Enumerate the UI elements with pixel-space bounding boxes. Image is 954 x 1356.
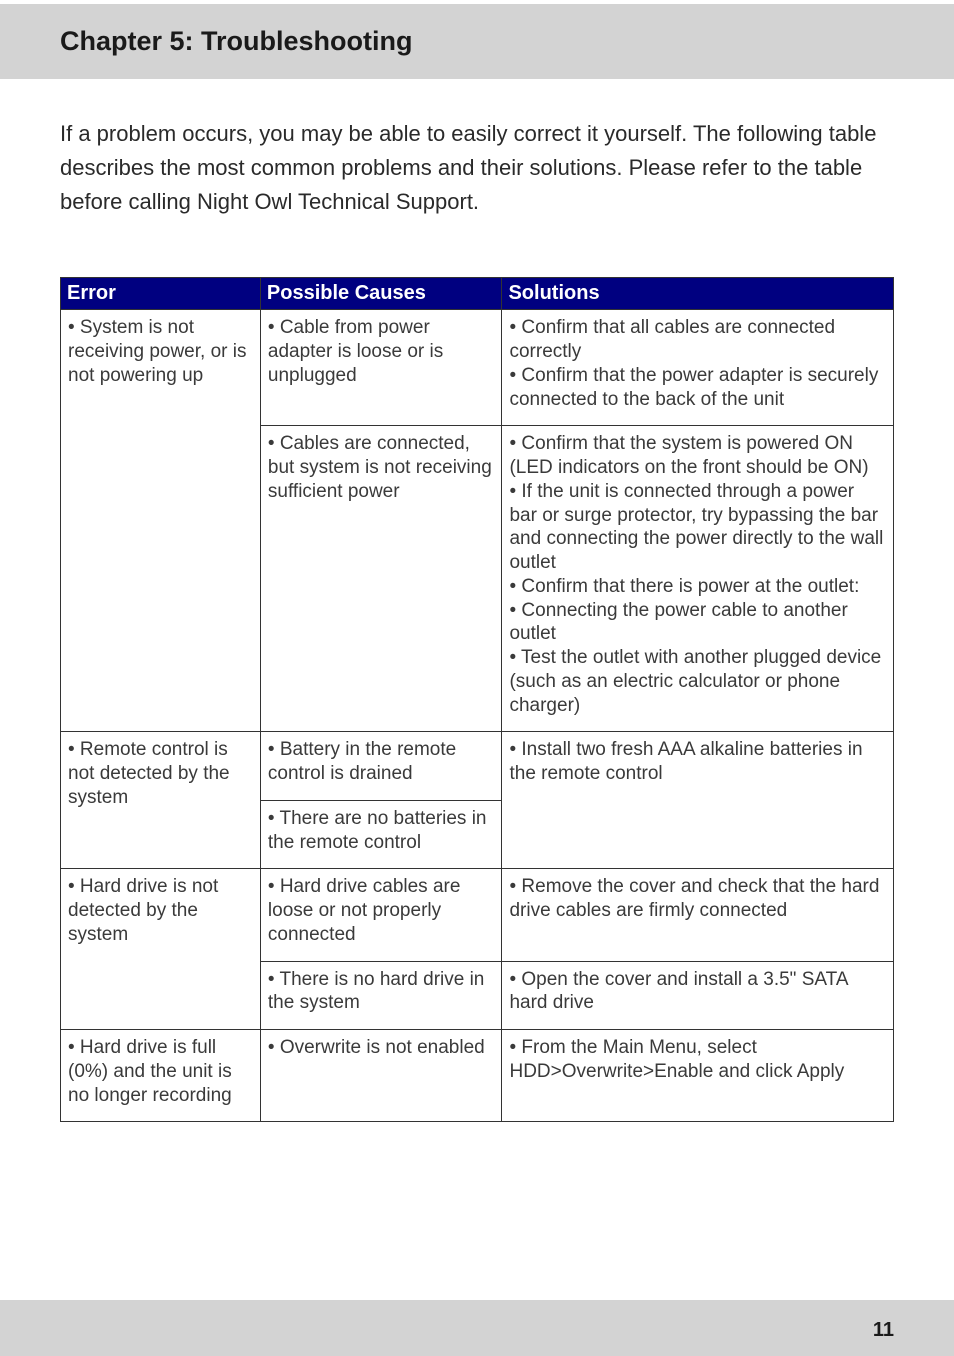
- intro-paragraph: If a problem occurs, you may be able to …: [0, 79, 954, 219]
- troubleshooting-table: Error Possible Causes Solutions • System…: [60, 277, 894, 1122]
- col-causes: Possible Causes: [260, 278, 502, 310]
- cause-cell: • Cable from power adapter is loose or i…: [260, 310, 502, 426]
- table-row: • Hard drive is full (0%) and the unit i…: [61, 1030, 894, 1122]
- col-solutions: Solutions: [502, 278, 894, 310]
- cause-cell: • Hard drive cables are loose or not pro…: [260, 869, 502, 961]
- table-row: • Hard drive is not detected by the syst…: [61, 869, 894, 961]
- cause-cell: • There are no batteries in the remote c…: [260, 800, 502, 869]
- chapter-title: Chapter 5: Troubleshooting: [60, 26, 954, 57]
- troubleshooting-table-wrapper: Error Possible Causes Solutions • System…: [0, 219, 954, 1122]
- solution-cell: • Remove the cover and check that the ha…: [502, 869, 894, 961]
- cause-cell: • Battery in the remote control is drain…: [260, 732, 502, 801]
- table-row: • Remote control is not detected by the …: [61, 732, 894, 801]
- error-cell: • Hard drive is full (0%) and the unit i…: [61, 1030, 261, 1122]
- solution-cell: • From the Main Menu, select HDD>Overwri…: [502, 1030, 894, 1122]
- cause-cell: • Cables are connected, but system is no…: [260, 426, 502, 732]
- error-cell: • Remote control is not detected by the …: [61, 732, 261, 869]
- page-number: 11: [873, 1319, 894, 1342]
- solution-cell: • Confirm that all cables are connected …: [502, 310, 894, 426]
- cause-cell: • Overwrite is not enabled: [260, 1030, 502, 1122]
- solution-cell: • Confirm that the system is powered ON …: [502, 426, 894, 732]
- error-cell: • Hard drive is not detected by the syst…: [61, 869, 261, 1030]
- table-header-row: Error Possible Causes Solutions: [61, 278, 894, 310]
- table-row: • System is not receiving power, or is n…: [61, 310, 894, 426]
- error-cell: • System is not receiving power, or is n…: [61, 310, 261, 732]
- solution-cell: • Install two fresh AAA alkaline batteri…: [502, 732, 894, 869]
- chapter-header-bar: Chapter 5: Troubleshooting: [0, 4, 954, 79]
- footer-bar: 11: [0, 1300, 954, 1356]
- solution-cell: • Open the cover and install a 3.5" SATA…: [502, 961, 894, 1030]
- cause-cell: • There is no hard drive in the system: [260, 961, 502, 1030]
- col-error: Error: [61, 278, 261, 310]
